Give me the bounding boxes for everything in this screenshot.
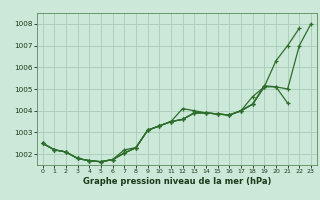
X-axis label: Graphe pression niveau de la mer (hPa): Graphe pression niveau de la mer (hPa): [83, 177, 271, 186]
